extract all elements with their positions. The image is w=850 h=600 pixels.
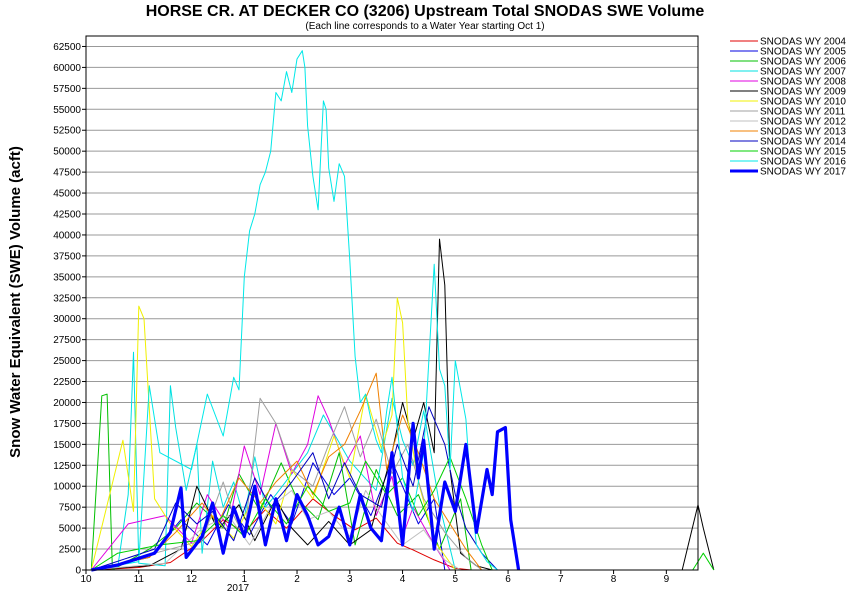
legend-entry: SNODAS WY 2012 (760, 117, 846, 128)
y-tick-label: 25000 (53, 356, 81, 367)
y-tick-label: 2500 (59, 545, 82, 556)
y-tick-label: 17500 (53, 419, 81, 430)
x-tick-label: 10 (80, 574, 92, 585)
y-tick-label: 30000 (53, 314, 81, 325)
x-tick-label: 5 (453, 574, 459, 585)
legend-entry: SNODAS WY 2014 (760, 137, 846, 148)
series-line (91, 421, 521, 572)
y-tick-label: 12500 (53, 461, 81, 472)
legend-entry: SNODAS WY 2007 (760, 67, 846, 78)
y-tick-label: 57500 (53, 84, 81, 95)
x-tick-label: 7 (558, 574, 564, 585)
x-tick-label: 12 (186, 574, 198, 585)
legend-entry: SNODAS WY 2004 (760, 37, 846, 48)
y-tick-label: 52500 (53, 126, 81, 137)
x-tick-label: 11 (134, 574, 145, 585)
y-axis-ticks: 0 2500 5000 7500 10000 12500 15000 17500 20000 22… (53, 42, 86, 577)
series-line (91, 460, 446, 571)
series-lines (90, 50, 715, 572)
y-tick-label: 15000 (53, 440, 81, 451)
y-tick-label: 62500 (53, 42, 81, 53)
plot-area-frame (85, 35, 699, 571)
gridlines (86, 45, 698, 571)
legend-entry: SNODAS WY 2008 (760, 77, 846, 88)
y-tick-label: 35000 (53, 272, 81, 283)
y-tick-label: 40000 (53, 230, 81, 241)
series-line (91, 456, 715, 571)
y-tick-label: 42500 (53, 210, 81, 221)
x-tick-label: 1 (241, 574, 247, 585)
y-tick-label: 20000 (53, 398, 81, 409)
y-tick-label: 0 (75, 566, 81, 577)
legend-entry: SNODAS WY 2013 (760, 127, 846, 138)
y-tick-label: 60000 (53, 63, 81, 74)
y-tick-label: 50000 (53, 147, 81, 158)
y-tick-label: 10000 (53, 482, 81, 493)
legend-entry: SNODAS WY 2010 (760, 97, 846, 108)
legend-entry: SNODAS WY 2006 (760, 57, 846, 68)
y-tick-label: 22500 (53, 377, 81, 388)
x-tick-label: 6 (505, 574, 511, 585)
legend-entry: SNODAS WY 2016 (760, 157, 846, 168)
y-axis-label: Snow Water Equivalent (SWE) Volume (acft… (7, 146, 24, 458)
y-tick-label: 5000 (59, 524, 82, 535)
y-tick-label: 7500 (59, 503, 82, 514)
legend-entry: SNODAS WY 2015 (760, 147, 846, 158)
legend-entry: SNODAS WY 2017 (760, 167, 846, 178)
y-tick-label: 45000 (53, 189, 81, 200)
chart-subtitle: (Each line corresponds to a Water Year s… (305, 21, 544, 32)
x-tick-label: 9 (664, 574, 670, 585)
legend-entry: SNODAS WY 2009 (760, 87, 846, 98)
x-tick-label: 2 (294, 574, 300, 585)
x-axis-ticks: 10 11 12 1 2 3 4 5 6 7 8 9 (80, 570, 670, 585)
legend-entry: SNODAS WY 2011 (760, 107, 846, 118)
series-line (91, 50, 498, 571)
x-tick-label: 8 (611, 574, 617, 585)
y-tick-label: 55000 (53, 105, 81, 116)
y-tick-label: 32500 (53, 293, 81, 304)
legend-entry: SNODAS WY 2005 (760, 47, 846, 58)
chart-title: HORSE CR. AT DECKER CO (3206) Upstream T… (146, 3, 705, 20)
y-tick-label: 27500 (53, 335, 81, 346)
y-tick-label: 47500 (53, 168, 81, 179)
x-axis-year-label: 2017 (227, 583, 250, 594)
x-tick-label: 3 (347, 574, 353, 585)
x-tick-label: 4 (400, 574, 406, 585)
y-tick-label: 37500 (53, 251, 81, 262)
